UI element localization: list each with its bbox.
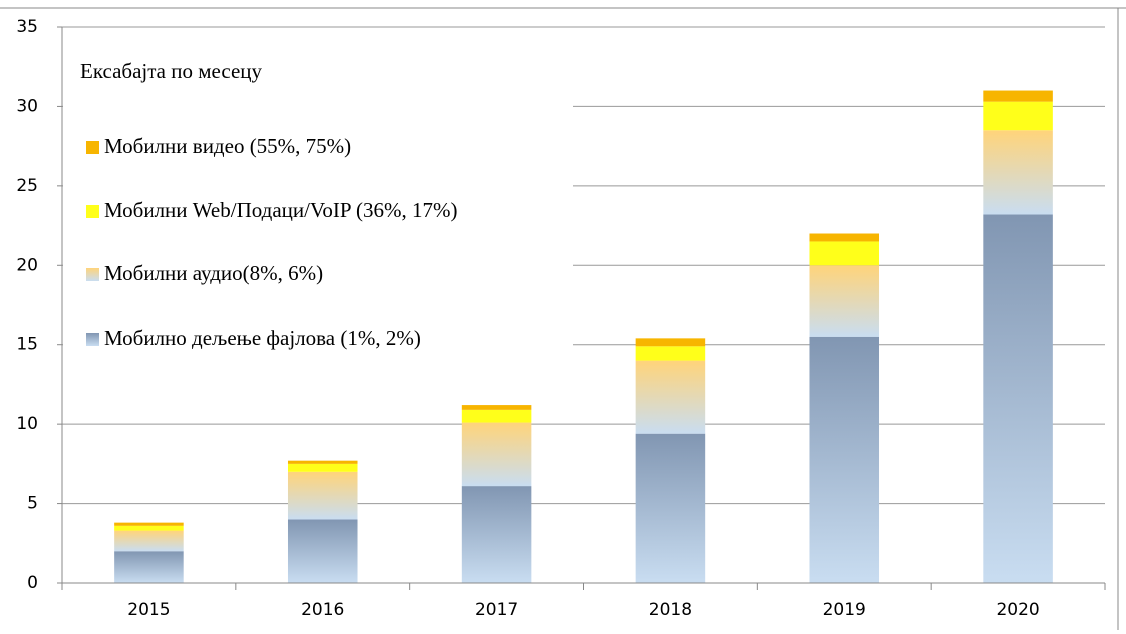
bar-segment <box>809 233 880 242</box>
chart-title: Ексабајта по месецу <box>80 59 263 83</box>
y-tick-label: 5 <box>27 494 38 514</box>
x-tick-label: 2016 <box>301 600 344 620</box>
bar-segment <box>114 525 184 531</box>
bar-segment <box>114 522 184 526</box>
bar-segment <box>809 241 880 266</box>
legend-box <box>63 28 573 350</box>
x-tick-label: 2017 <box>475 600 518 620</box>
bar-segment <box>983 130 1053 215</box>
x-tick-label: 2020 <box>996 600 1039 620</box>
y-tick-label: 15 <box>16 335 38 355</box>
legend-swatch <box>86 141 99 154</box>
bar-segment <box>635 433 706 583</box>
y-tick-label: 10 <box>16 414 38 434</box>
y-tick-label: 35 <box>16 17 38 37</box>
bar-segment <box>983 214 1053 584</box>
y-tick-label: 0 <box>27 573 38 593</box>
bar-segment <box>809 336 880 583</box>
x-tick-label: 2019 <box>823 600 866 620</box>
legend-swatch <box>86 333 99 346</box>
bar-segment <box>287 471 358 520</box>
bar-segment <box>287 519 358 583</box>
bar-segment <box>809 265 880 337</box>
legend-label: Мобилни Web/Подаци/VoIP (36%, 17%) <box>104 198 458 222</box>
y-tick-label: 30 <box>16 96 38 116</box>
bar-segment <box>461 486 532 583</box>
bar-segment <box>635 346 706 361</box>
bar-segment <box>114 551 184 583</box>
bar-segment <box>635 338 706 347</box>
x-tick-label: 2015 <box>127 600 170 620</box>
bar-segment <box>461 405 532 410</box>
bar-segment <box>635 360 706 434</box>
bar-segment <box>461 409 532 423</box>
bar-segment <box>983 90 1053 102</box>
legend-label: Мобилно дељење фајлова (1%, 2%) <box>104 326 421 350</box>
legend-label: Мобилни аудио(8%, 6%) <box>104 261 323 285</box>
bar-segment <box>287 460 358 464</box>
bar-segment <box>287 463 358 472</box>
x-tick-label: 2018 <box>649 600 692 620</box>
bar-segment <box>461 422 532 487</box>
legend-label: Мобилни видео (55%, 75%) <box>104 134 351 158</box>
y-tick-label: 25 <box>16 176 38 196</box>
bar-segment <box>983 101 1053 131</box>
legend-swatch <box>86 205 99 218</box>
bar-segment <box>114 530 184 552</box>
y-tick-label: 20 <box>16 255 38 275</box>
legend-swatch <box>86 268 99 281</box>
